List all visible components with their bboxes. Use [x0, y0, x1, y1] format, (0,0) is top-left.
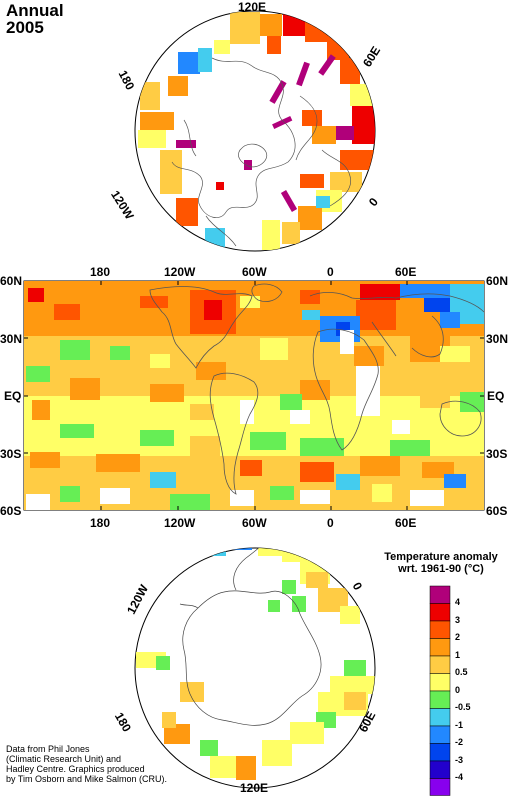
legend-label-neg-0-5: -0.5 [455, 702, 471, 712]
credit-line-3: Hadley Centre. Graphics produced [6, 764, 145, 774]
lon-label-bottom-0: 0 [327, 516, 334, 530]
legend-title: Temperature anomaly wrt. 1961-90 (°C) [376, 551, 506, 575]
lat-label-left-30s: 30S [0, 447, 22, 461]
lon-label-top-120w: 120W [164, 265, 196, 279]
lon-label-top-180: 180 [90, 265, 111, 279]
legend-swatch-12 [429, 778, 451, 796]
legend-swatch-2 [429, 603, 451, 622]
legend-swatch-3 [429, 620, 451, 639]
lon-label-bottom-60e: 60E [395, 516, 417, 530]
north-anomaly-cells [138, 12, 375, 251]
lon-label-top-0: 0 [327, 265, 334, 279]
lon-label-bottom-180: 180 [90, 516, 111, 530]
world-map-ticks [24, 281, 484, 510]
legend-colorbar [429, 585, 451, 796]
lon-label-top-60e: 60E [395, 265, 417, 279]
legend-swatch-4 [429, 638, 451, 657]
data-credit: Data from Phil Jones (Climatic Research … [6, 744, 167, 784]
legend-swatch-7 [429, 690, 451, 709]
world-anomaly-cells [24, 281, 484, 510]
legend-swatch-9 [429, 725, 451, 744]
legend-swatch-11 [429, 760, 451, 779]
south-polar-map [134, 547, 376, 789]
legend-label-neg-3: -3 [455, 755, 464, 765]
legend-swatch-8 [429, 708, 451, 727]
legend-label-1: 1 [455, 650, 461, 660]
legend-label-neg-4: -4 [455, 772, 464, 782]
legend-label-neg-2: -2 [455, 737, 464, 747]
north-label-120e: 120E [238, 0, 267, 14]
lat-label-left-60n: 60N [0, 274, 23, 288]
lat-label-right-60s: 60S [486, 504, 508, 518]
lat-label-left-30n: 30N [0, 332, 23, 346]
lat-label-left-60s: 60S [0, 504, 22, 518]
lon-label-bottom-60w: 60W [242, 516, 267, 530]
lat-label-left-eq: EQ [4, 389, 22, 403]
north-polar-map [134, 10, 376, 252]
lon-label-top-60w: 60W [242, 265, 267, 279]
credit-line-4: by Tim Osborn and Mike Salmon (CRU). [6, 774, 168, 784]
title-line-1: Annual [6, 1, 64, 20]
world-coastlines [149, 283, 484, 495]
world-map [23, 280, 485, 511]
legend-label-neg-1: -1 [455, 720, 464, 730]
title-line-2: 2005 [6, 18, 44, 37]
legend-label-4: 4 [455, 597, 461, 607]
lat-label-right-eq: EQ [487, 389, 505, 403]
credit-line-1: Data from Phil Jones [6, 744, 90, 754]
lat-label-right-30s: 30S [486, 447, 508, 461]
legend-label-0-5: 0.5 [455, 667, 468, 677]
south-label-120e: 120E [240, 781, 269, 795]
legend-label-3: 3 [455, 615, 461, 625]
legend-title-line-2: wrt. 1961-90 (°C) [398, 563, 484, 575]
map-title: Annual 2005 [6, 2, 64, 36]
legend-swatch-5 [429, 655, 451, 674]
legend-swatch-1 [429, 585, 451, 604]
legend-title-line-1: Temperature anomaly [384, 551, 498, 563]
legend-swatch-10 [429, 743, 451, 762]
credit-line-2: (Climatic Research Unit) and [6, 754, 122, 764]
lon-label-bottom-120w: 120W [164, 516, 196, 530]
legend-label-0: 0 [455, 685, 461, 695]
lat-label-right-30n: 30N [486, 332, 509, 346]
north-coastlines [171, 57, 352, 247]
legend-swatch-6 [429, 673, 451, 692]
antarctica-coastline [179, 548, 322, 726]
lat-label-right-60n: 60N [486, 274, 509, 288]
legend-label-2: 2 [455, 632, 461, 642]
